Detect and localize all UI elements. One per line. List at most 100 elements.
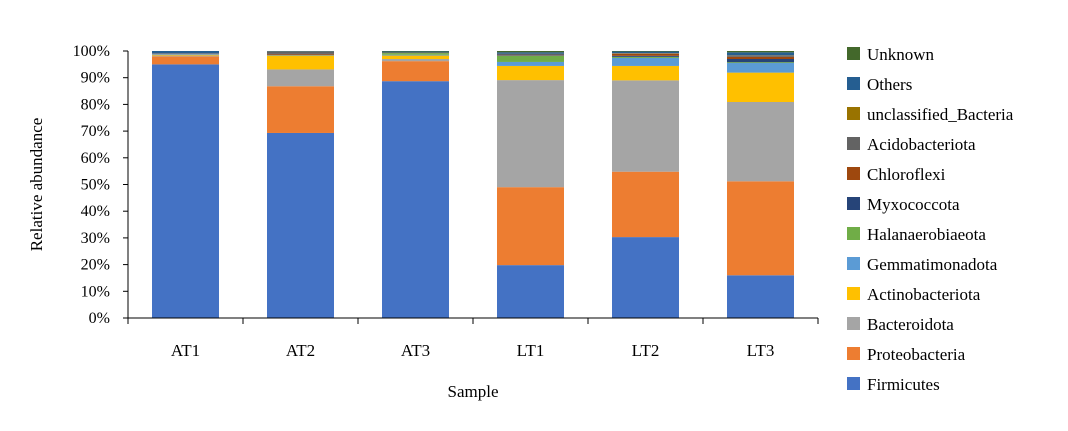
legend-label: Acidobacteriota <box>867 135 976 154</box>
x-tick-label: AT3 <box>401 341 430 360</box>
x-tick-label: LT3 <box>747 341 775 360</box>
bar-segment <box>727 63 794 73</box>
bar-segment <box>497 80 564 188</box>
legend-label: unclassified_Bacteria <box>867 105 1014 124</box>
legend-label: Others <box>867 75 912 94</box>
bar-segment <box>612 65 679 81</box>
bar-segment <box>267 86 334 133</box>
y-axis-label: Relative abundance <box>27 118 46 252</box>
bar-segment <box>727 56 794 60</box>
y-tick-label: 90% <box>81 70 110 87</box>
y-tick-label: 70% <box>81 123 110 140</box>
bar-segment <box>382 54 449 56</box>
y-tick-label: 60% <box>81 150 110 167</box>
legend-swatch <box>847 137 860 150</box>
legend-swatch <box>847 167 860 180</box>
bar-segment <box>267 55 334 56</box>
bar-segment <box>727 52 794 56</box>
bar-segment <box>727 181 794 276</box>
bar-segment <box>612 51 679 52</box>
legend-label: Myxococcota <box>867 195 960 214</box>
legend-swatch <box>847 107 860 120</box>
y-tick-label: 10% <box>81 283 110 300</box>
bar-segment <box>152 53 219 55</box>
legend-label: Actinobacteriota <box>867 285 981 304</box>
bar-segment <box>612 237 679 318</box>
x-axis-label: Sample <box>448 382 499 401</box>
legend-swatch <box>847 317 860 330</box>
bar-segment <box>152 54 219 56</box>
bar-segment <box>612 57 679 66</box>
x-tick-label: LT1 <box>517 341 545 360</box>
bar-segment <box>382 81 449 319</box>
bar-segment <box>497 51 564 53</box>
legend-swatch <box>847 227 860 240</box>
bar-segment <box>497 265 564 318</box>
bar-segment <box>267 51 334 54</box>
x-tick-label: AT2 <box>286 341 315 360</box>
bar-segment <box>497 61 564 66</box>
bar-segment <box>612 55 679 57</box>
legend-swatch <box>847 377 860 390</box>
bar-segment <box>267 53 334 55</box>
bar-segment <box>382 51 449 53</box>
y-tick-label: 0% <box>89 310 110 327</box>
bar-segment <box>152 55 219 57</box>
bar-segment <box>612 80 679 172</box>
bar-segment <box>727 101 794 182</box>
bar-segment <box>382 55 449 60</box>
y-tick-label: 40% <box>81 203 110 220</box>
bar-segment <box>382 53 449 55</box>
legend-swatch <box>847 287 860 300</box>
legend: Unknown Others unclassified_Bacteria Acidob… <box>847 45 1014 394</box>
legend-label: Chloroflexi <box>867 165 946 184</box>
bar-segment <box>152 56 219 65</box>
y-tick-label: 50% <box>81 177 110 194</box>
bar-segment <box>152 64 219 318</box>
bar-segment <box>612 51 679 54</box>
legend-swatch <box>847 347 860 360</box>
legend-label: Bacteroidota <box>867 315 954 334</box>
bar-segment <box>152 54 219 55</box>
bar-segment <box>612 56 679 58</box>
bar-segment <box>382 59 449 62</box>
bar-segment <box>497 55 564 62</box>
legend-label: Proteobacteria <box>867 345 966 364</box>
bar-segment <box>497 55 564 56</box>
y-tick-label: 20% <box>81 257 110 274</box>
y-tick-label: 30% <box>81 230 110 247</box>
bar-segment <box>497 187 564 266</box>
bar-segment <box>382 51 449 52</box>
y-axis-ticks: 0% 10% 20% 30% 40% 50% 60% 70% 80% 90% 100% <box>73 43 128 327</box>
bar-segment <box>497 52 564 54</box>
y-tick-label: 80% <box>81 96 110 113</box>
axes <box>127 51 819 324</box>
x-tick-label: AT1 <box>171 341 200 360</box>
legend-label: Gemmatimonadota <box>867 255 998 274</box>
bar-segment <box>612 171 679 238</box>
bar-segment <box>267 55 334 70</box>
legend-label: Firmicutes <box>867 375 940 394</box>
bar-segment <box>152 53 219 54</box>
bar-segment <box>382 61 449 82</box>
legend-swatch <box>847 197 860 210</box>
bar-segment <box>727 55 794 57</box>
y-tick-label: 100% <box>73 43 110 60</box>
bar-segment <box>267 132 334 318</box>
legend-label: Halanaerobiaeota <box>867 225 986 244</box>
bar-segment <box>612 53 679 56</box>
bar-segment <box>727 51 794 53</box>
bars <box>152 51 794 319</box>
legend-swatch <box>847 257 860 270</box>
legend-label: Unknown <box>867 45 935 64</box>
x-axis-ticks: AT1 AT2 AT3 LT1 LT2 LT3 <box>171 341 775 360</box>
bar-segment <box>497 53 564 56</box>
bar-segment <box>497 65 564 81</box>
legend-swatch <box>847 77 860 90</box>
bar-segment <box>727 62 794 64</box>
bar-segment <box>382 52 449 54</box>
legend-swatch <box>847 47 860 60</box>
bar-segment <box>727 72 794 102</box>
bar-segment <box>727 275 794 318</box>
